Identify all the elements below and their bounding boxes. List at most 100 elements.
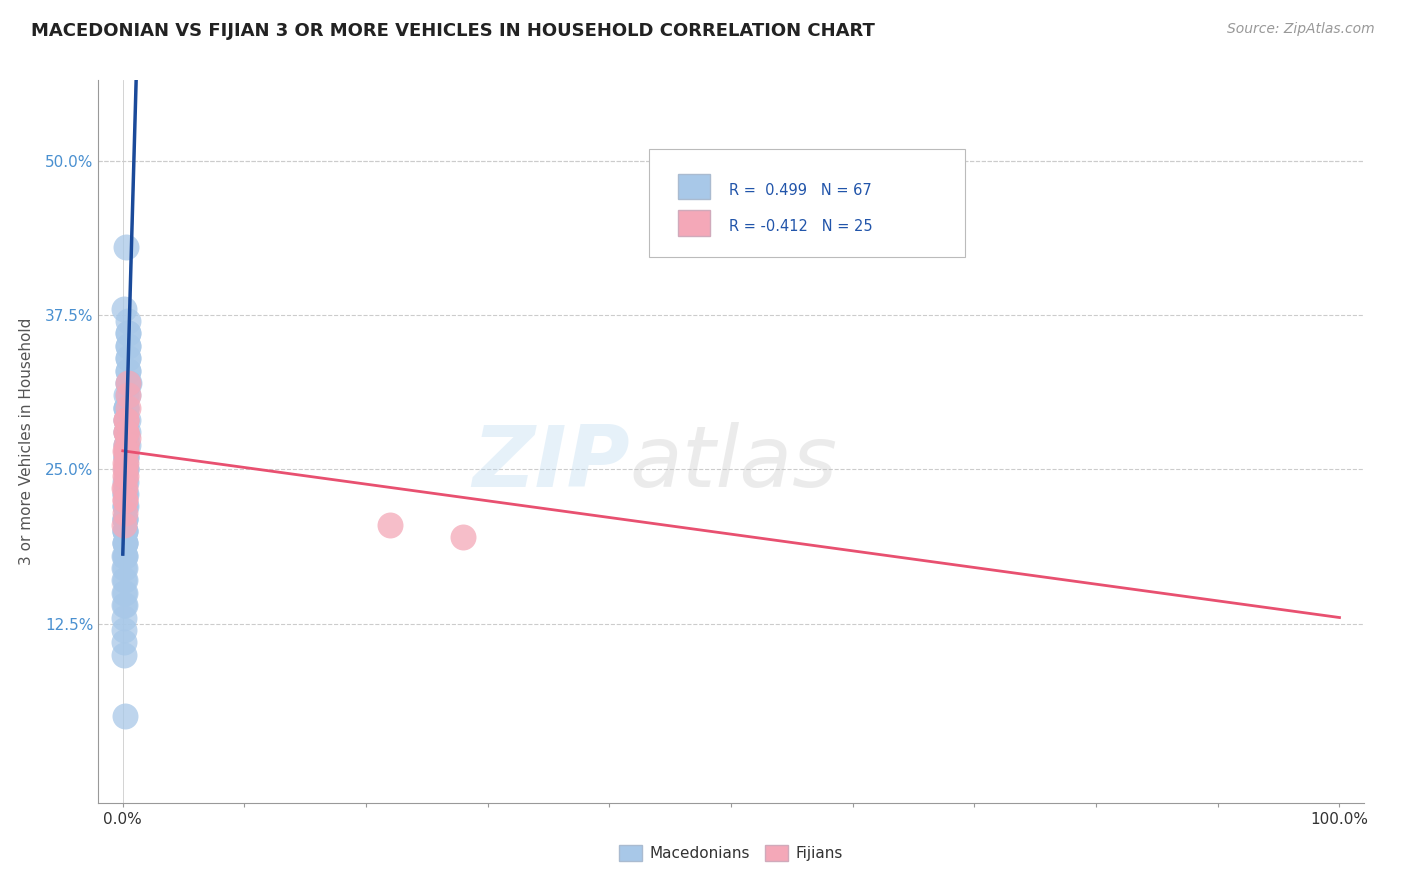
- Point: [114, 512, 136, 526]
- Point: [115, 401, 138, 415]
- Point: [115, 425, 138, 440]
- Point: [112, 301, 135, 316]
- Point: [115, 443, 138, 458]
- Point: [115, 462, 138, 476]
- Point: [117, 376, 139, 390]
- Point: [115, 487, 138, 501]
- Point: [115, 456, 138, 470]
- Point: [114, 512, 136, 526]
- Point: [114, 512, 136, 526]
- Point: [117, 314, 139, 328]
- Point: [453, 530, 475, 544]
- Point: [112, 549, 135, 563]
- Point: [112, 598, 135, 612]
- Point: [114, 549, 136, 563]
- Point: [115, 500, 138, 514]
- Point: [115, 468, 138, 483]
- Point: [114, 468, 136, 483]
- Point: [117, 425, 139, 440]
- Point: [112, 561, 135, 575]
- Point: [117, 363, 139, 377]
- Point: [117, 351, 139, 366]
- Point: [114, 500, 136, 514]
- Point: [115, 437, 138, 451]
- Point: [117, 326, 139, 341]
- Text: atlas: atlas: [630, 422, 838, 505]
- Point: [117, 326, 139, 341]
- Point: [115, 401, 138, 415]
- Point: [115, 450, 138, 464]
- Point: [117, 413, 139, 427]
- Point: [115, 413, 138, 427]
- Point: [114, 462, 136, 476]
- Point: [115, 462, 138, 476]
- Point: [114, 475, 136, 489]
- Point: [380, 517, 402, 532]
- Point: [114, 481, 136, 495]
- Point: [114, 487, 136, 501]
- Point: [117, 388, 139, 402]
- Point: [117, 339, 139, 353]
- Point: [115, 437, 138, 451]
- FancyBboxPatch shape: [648, 149, 966, 257]
- Point: [114, 561, 136, 575]
- Point: [115, 401, 138, 415]
- Point: [114, 524, 136, 538]
- Point: [114, 709, 136, 723]
- Point: [115, 425, 138, 440]
- Point: [114, 524, 136, 538]
- Point: [117, 388, 139, 402]
- Point: [118, 376, 141, 390]
- Point: [115, 450, 138, 464]
- Point: [114, 536, 136, 550]
- Point: [114, 443, 136, 458]
- Point: [117, 437, 139, 451]
- FancyBboxPatch shape: [678, 174, 710, 200]
- Point: [114, 586, 136, 600]
- Point: [115, 413, 138, 427]
- Point: [115, 437, 138, 451]
- Point: [114, 598, 136, 612]
- Point: [114, 456, 136, 470]
- Point: [112, 623, 135, 637]
- Point: [112, 648, 135, 662]
- Point: [115, 425, 138, 440]
- Text: R =  0.499   N = 67: R = 0.499 N = 67: [728, 184, 872, 198]
- Point: [112, 586, 135, 600]
- Point: [117, 376, 139, 390]
- Point: [114, 500, 136, 514]
- Point: [117, 401, 139, 415]
- Point: [115, 475, 138, 489]
- Point: [115, 450, 138, 464]
- Text: Source: ZipAtlas.com: Source: ZipAtlas.com: [1227, 22, 1375, 37]
- Point: [117, 376, 139, 390]
- Point: [117, 363, 139, 377]
- Point: [115, 425, 138, 440]
- Point: [114, 574, 136, 588]
- Point: [114, 493, 136, 508]
- Point: [115, 413, 138, 427]
- Point: [112, 635, 135, 649]
- Point: [114, 524, 136, 538]
- Point: [115, 413, 138, 427]
- Text: ZIP: ZIP: [472, 422, 630, 505]
- Point: [114, 487, 136, 501]
- Point: [112, 517, 135, 532]
- Point: [115, 388, 138, 402]
- Legend: Macedonians, Fijians: Macedonians, Fijians: [613, 839, 849, 867]
- Text: MACEDONIAN VS FIJIAN 3 OR MORE VEHICLES IN HOUSEHOLD CORRELATION CHART: MACEDONIAN VS FIJIAN 3 OR MORE VEHICLES …: [31, 22, 875, 40]
- Point: [114, 493, 136, 508]
- Point: [117, 339, 139, 353]
- Point: [115, 443, 138, 458]
- Point: [115, 240, 138, 254]
- Point: [114, 549, 136, 563]
- Point: [117, 432, 139, 446]
- Text: R = -0.412   N = 25: R = -0.412 N = 25: [728, 219, 872, 235]
- Point: [114, 536, 136, 550]
- Point: [115, 462, 138, 476]
- FancyBboxPatch shape: [678, 211, 710, 235]
- Point: [117, 351, 139, 366]
- Point: [114, 506, 136, 520]
- Point: [112, 610, 135, 624]
- Y-axis label: 3 or more Vehicles in Household: 3 or more Vehicles in Household: [18, 318, 34, 566]
